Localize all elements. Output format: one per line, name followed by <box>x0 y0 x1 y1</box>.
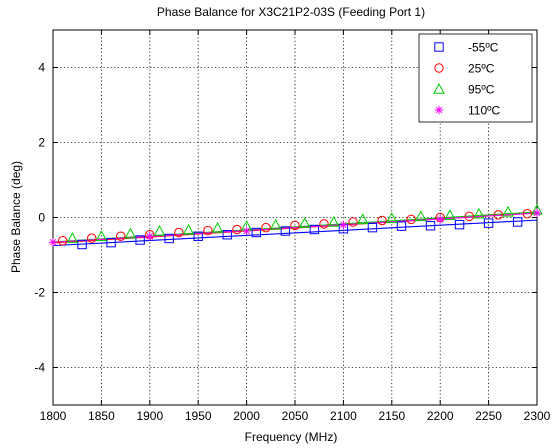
series-2-point <box>182 223 195 235</box>
series-1-point <box>174 227 184 238</box>
series-0-point <box>309 224 320 235</box>
series-2-point <box>66 232 79 243</box>
series-0-point <box>106 237 116 248</box>
series-line-0 <box>52 219 538 247</box>
series-2-point <box>473 207 485 219</box>
chart-title: Phase Balance for X3C21P2-03S (Feeding P… <box>157 5 425 19</box>
x-tick-label: 2200 <box>427 409 454 423</box>
series-0-point <box>193 231 203 241</box>
series-0-point <box>135 235 145 245</box>
series-1-point <box>290 220 300 231</box>
y-tick-label: 4 <box>38 61 45 75</box>
series-1-point <box>232 224 242 235</box>
y-axis-label: Phase Balance (deg) <box>9 161 23 273</box>
series-layer <box>48 203 543 250</box>
y-tick-label: -4 <box>34 361 45 375</box>
x-tick-label: 2000 <box>233 409 260 423</box>
x-tick-label: 2250 <box>475 409 502 423</box>
series-0-point <box>164 233 174 244</box>
legend-label-1: 25ºC <box>468 62 495 76</box>
series-2-point <box>385 212 398 223</box>
series-0-point <box>512 217 523 227</box>
series-1-point <box>464 211 474 222</box>
series-1-point <box>261 222 271 233</box>
series-2-point <box>124 227 137 239</box>
series-1-point <box>87 233 97 243</box>
legend-marker-3 <box>434 105 444 115</box>
x-tick-label: 1950 <box>185 409 212 423</box>
series-0-point <box>454 219 465 230</box>
series-3-point <box>145 232 154 241</box>
x-tick-label: 1850 <box>88 409 115 423</box>
series-1-point <box>116 231 126 241</box>
legend-marker-2 <box>433 82 445 94</box>
series-0-point <box>222 230 232 240</box>
series-2-point <box>414 210 427 222</box>
legend-marker-1 <box>434 63 444 73</box>
legend: -55ºC 25ºC 95ºC 110ºC <box>418 33 533 123</box>
series-3-point <box>436 215 445 224</box>
x-tick-label: 2100 <box>330 409 357 423</box>
axis-ticks: 1800 1850 1900 1950 2000 2050 2100 2150 2200 2250… <box>34 30 551 423</box>
series-0-point <box>280 226 291 236</box>
x-tick-label: 2050 <box>282 409 309 423</box>
legend-box <box>418 33 533 123</box>
series-2-point <box>153 224 166 236</box>
series-2-point <box>95 230 108 241</box>
legend-marker-0 <box>434 42 444 52</box>
series-0-point <box>396 221 407 231</box>
series-3-point <box>339 220 348 230</box>
series-0-point <box>367 222 378 233</box>
series-1-point <box>493 210 503 220</box>
series-1-point <box>203 225 213 236</box>
series-1-point <box>377 215 387 226</box>
x-tick-label: 2150 <box>378 409 405 423</box>
series-0-point <box>251 227 261 238</box>
x-tick-label: 2300 <box>524 409 551 423</box>
series-3-point <box>532 208 542 218</box>
y-tick-label: 2 <box>38 136 45 150</box>
series-1-point <box>522 209 533 219</box>
y-tick-label: -2 <box>34 286 45 300</box>
series-2-point <box>444 209 456 220</box>
series-2-point <box>327 215 340 227</box>
series-1-point <box>348 217 358 227</box>
series-0-point <box>77 239 87 250</box>
x-tick-label: 1900 <box>136 409 163 423</box>
series-2-point <box>269 218 282 230</box>
x-tick-label: 1800 <box>40 409 67 423</box>
x-axis-label: Frequency (MHz) <box>245 430 338 444</box>
series-3-point <box>242 226 251 236</box>
y-tick-label: 0 <box>38 211 45 225</box>
series-2-point <box>356 213 369 225</box>
legend-label-3: 110ºC <box>468 104 501 118</box>
series-0-point <box>425 221 436 231</box>
series-2-point <box>211 221 224 233</box>
series-0-point <box>483 218 494 228</box>
series-2-point <box>298 217 311 228</box>
series-2-point <box>502 205 514 217</box>
series-3-point <box>48 238 58 247</box>
series-1-point <box>57 236 68 246</box>
series-1-point <box>406 214 416 225</box>
legend-label-2: 95ºC <box>468 83 495 97</box>
legend-label-0: -55ºC <box>468 41 499 55</box>
series-1-point <box>319 219 329 229</box>
